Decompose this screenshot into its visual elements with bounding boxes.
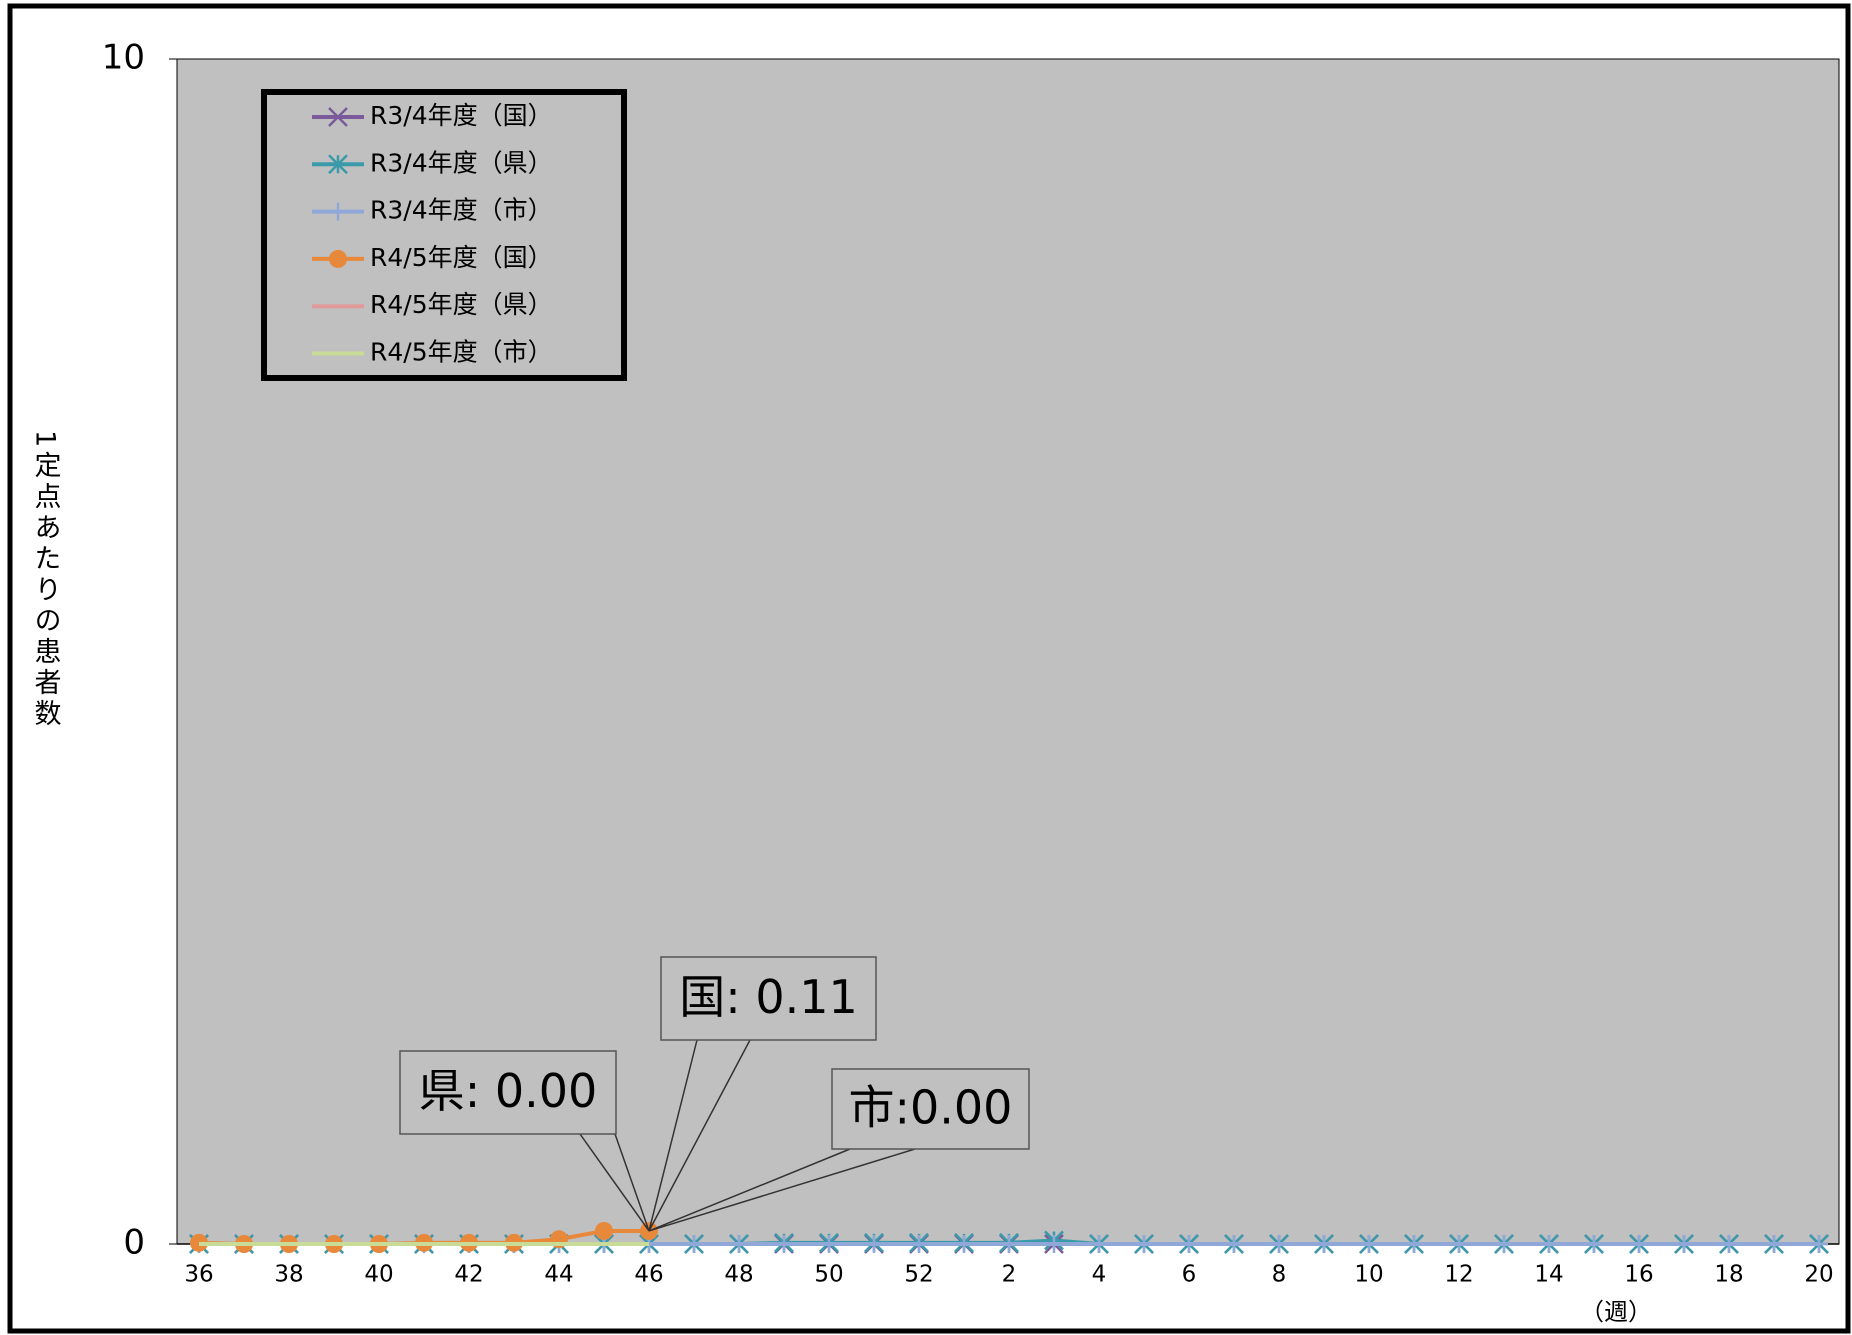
callout-box bbox=[660, 956, 877, 1041]
legend-label: R4/5年度（市） bbox=[370, 338, 553, 367]
marker bbox=[685, 1235, 703, 1253]
marker bbox=[1540, 1235, 1558, 1253]
callout-label: 市:0.00 bbox=[849, 1081, 1013, 1135]
marker bbox=[328, 154, 348, 175]
x-tick-label: 16 bbox=[1624, 1262, 1653, 1288]
marker bbox=[1585, 1235, 1603, 1253]
marker bbox=[1360, 1235, 1378, 1253]
x-tick-label: 36 bbox=[184, 1262, 213, 1288]
callout-pointer bbox=[648, 1148, 916, 1232]
x-tick-label: 38 bbox=[274, 1262, 303, 1288]
y-tick-label: 10 bbox=[102, 38, 145, 78]
marker bbox=[820, 1235, 838, 1253]
x-tick-label: 52 bbox=[904, 1262, 933, 1288]
legend-label: R4/5年度（国） bbox=[370, 243, 553, 272]
marker bbox=[1270, 1235, 1288, 1253]
x-tick-label: 44 bbox=[544, 1262, 573, 1288]
marker bbox=[1765, 1235, 1783, 1253]
legend-box bbox=[261, 89, 627, 381]
callout-label: 国: 0.11 bbox=[679, 970, 858, 1024]
x-axis-label: （週） bbox=[1580, 1298, 1652, 1326]
x-tick-label: 40 bbox=[364, 1262, 393, 1288]
x-tick-label: 4 bbox=[1092, 1262, 1107, 1288]
callout-label: 県: 0.00 bbox=[419, 1064, 598, 1118]
marker bbox=[328, 107, 348, 127]
marker bbox=[1090, 1235, 1108, 1253]
x-tick-label: 12 bbox=[1444, 1262, 1473, 1288]
legend-label: R4/5年度（県） bbox=[370, 290, 553, 319]
marker bbox=[1000, 1235, 1018, 1253]
marker bbox=[910, 1235, 928, 1253]
y-axis-label: 1定点あたりの患者数 bbox=[30, 430, 62, 730]
marker bbox=[1225, 1235, 1243, 1253]
marker bbox=[1810, 1235, 1828, 1253]
marker bbox=[1045, 1235, 1063, 1253]
marker bbox=[1630, 1235, 1648, 1253]
y-tick-label: 0 bbox=[123, 1223, 145, 1263]
marker bbox=[1405, 1235, 1423, 1253]
legend: R3/4年度（国） R3/4年度（県） R3/4年度（市） R4/5年度（国） R4/5… bbox=[261, 89, 627, 381]
x-tick-label: 42 bbox=[454, 1262, 483, 1288]
marker bbox=[1720, 1235, 1738, 1253]
marker bbox=[1495, 1235, 1513, 1253]
marker bbox=[775, 1235, 793, 1253]
x-tick-label: 48 bbox=[724, 1262, 753, 1288]
legend-label: R3/4年度（市） bbox=[370, 196, 553, 225]
callout-box bbox=[399, 1050, 617, 1135]
marker bbox=[730, 1235, 748, 1253]
x-tick-label: 8 bbox=[1272, 1262, 1287, 1288]
marker bbox=[329, 202, 347, 221]
x-tick-label: 14 bbox=[1534, 1262, 1563, 1288]
x-tick-label: 2 bbox=[1002, 1262, 1017, 1288]
x-tick-label: 20 bbox=[1804, 1262, 1833, 1288]
callout-box bbox=[831, 1068, 1030, 1150]
legend-label: R3/4年度（国） bbox=[370, 101, 553, 130]
marker bbox=[1675, 1235, 1693, 1253]
marker bbox=[329, 249, 347, 268]
marker bbox=[865, 1235, 883, 1253]
x-tick-label: 46 bbox=[634, 1262, 663, 1288]
marker bbox=[1450, 1235, 1468, 1253]
marker bbox=[595, 1221, 613, 1240]
marker bbox=[1180, 1235, 1198, 1253]
legend-label: R3/4年度（県） bbox=[370, 148, 553, 177]
x-tick-label: 50 bbox=[814, 1262, 843, 1288]
marker bbox=[1135, 1235, 1153, 1253]
x-tick-label: 18 bbox=[1714, 1262, 1743, 1288]
marker bbox=[955, 1235, 973, 1253]
marker bbox=[1315, 1235, 1333, 1253]
x-tick-label: 6 bbox=[1182, 1262, 1197, 1288]
x-tick-label: 10 bbox=[1354, 1262, 1383, 1288]
